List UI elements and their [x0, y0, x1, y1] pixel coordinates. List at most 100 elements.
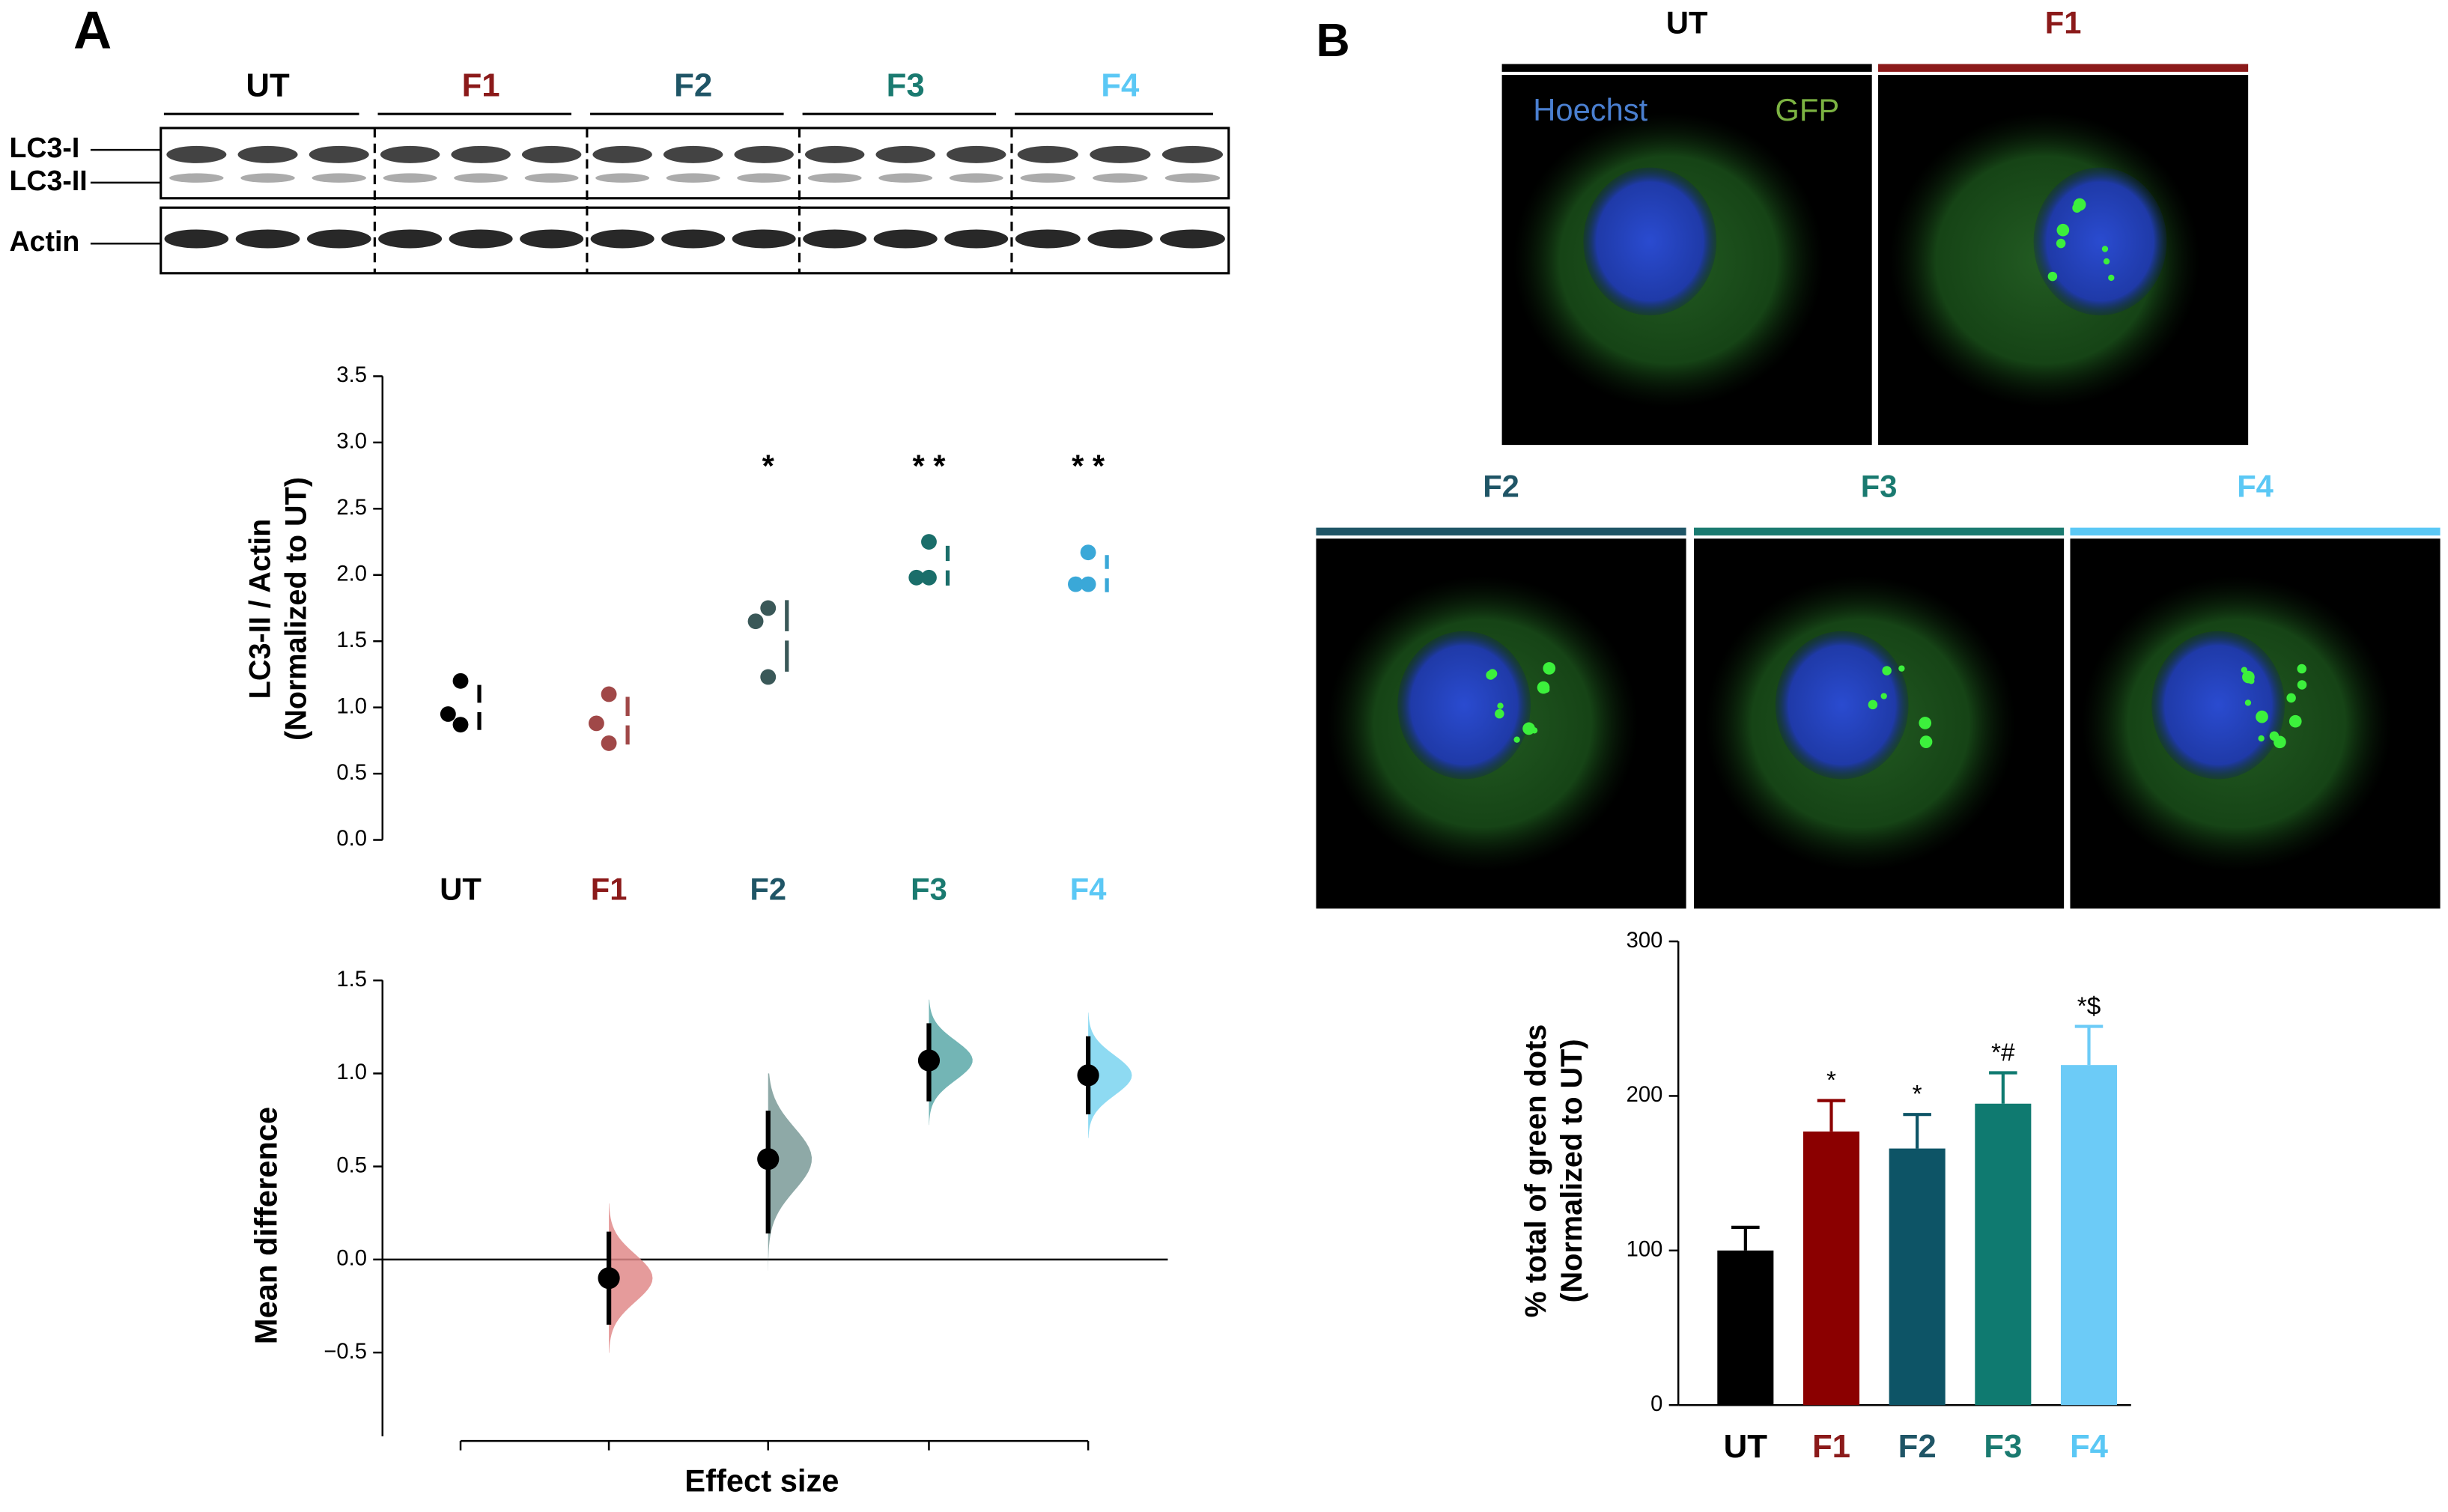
band — [947, 145, 1006, 163]
band — [944, 229, 1009, 249]
band — [383, 173, 437, 183]
color-bar — [2070, 527, 2441, 536]
group-label: F2 — [674, 67, 712, 103]
data-point — [601, 735, 617, 751]
band — [1090, 145, 1151, 163]
green-dot — [1537, 681, 1550, 694]
significance: * — [1913, 1081, 1922, 1108]
y-tick-label: 0.5 — [336, 1153, 367, 1177]
bar — [1889, 1148, 1946, 1406]
x-tick-label: F1 — [1812, 1428, 1850, 1465]
band — [807, 173, 862, 183]
band — [1159, 229, 1225, 249]
x-tick-label: F2 — [750, 871, 786, 906]
band — [1164, 173, 1221, 183]
image-label: UT — [1666, 4, 1708, 40]
data-point — [908, 569, 925, 586]
y-tick-label: 1.0 — [336, 694, 367, 718]
nucleus — [2033, 167, 2167, 316]
green-dot — [1495, 708, 1504, 719]
y-axis-label: (Normalized to UT) — [1555, 1039, 1588, 1302]
mean-difference — [598, 1267, 620, 1290]
bar — [1975, 1103, 2032, 1406]
band — [520, 229, 584, 249]
nucleus — [1583, 167, 1717, 316]
band — [1020, 173, 1075, 183]
band — [1015, 229, 1081, 249]
band — [521, 145, 582, 163]
green-dot — [1486, 670, 1495, 680]
mean-difference — [757, 1148, 780, 1171]
bootstrap-distribution — [1088, 1012, 1132, 1138]
image-label: F1 — [2045, 4, 2082, 40]
y-axis-label: Mean difference — [249, 1107, 284, 1344]
green-dot — [2056, 223, 2070, 237]
x-tick-label: F2 — [1898, 1428, 1937, 1465]
band-label: LC3-II — [10, 165, 88, 196]
green-dot — [1497, 702, 1504, 709]
band — [309, 145, 369, 163]
color-bar — [1878, 64, 2249, 72]
mean-difference — [917, 1049, 941, 1072]
x-tick-label: F3 — [911, 871, 947, 906]
image-label: F2 — [1483, 469, 1519, 504]
band — [1017, 145, 1078, 163]
data-point — [760, 669, 777, 685]
nucleus — [1775, 631, 1909, 780]
band — [873, 229, 938, 249]
blot-box — [160, 127, 1230, 200]
green-dot — [2297, 680, 2307, 690]
band-label: LC3-I — [10, 132, 80, 163]
green-dot — [1513, 736, 1520, 743]
data-point — [1080, 544, 1096, 561]
significance: * * — [1072, 448, 1105, 483]
green-dot — [2258, 735, 2265, 742]
green-dot — [2073, 198, 2086, 211]
data-point — [921, 569, 937, 586]
group-label: F3 — [887, 67, 925, 103]
data-point — [760, 600, 777, 616]
y-tick-label: 1.5 — [336, 628, 367, 652]
x-tick-label: F3 — [1984, 1428, 2022, 1465]
y-tick-label: 0.0 — [336, 1247, 367, 1271]
band — [595, 173, 650, 183]
green-dot — [2108, 274, 2115, 282]
y-tick-label: 3.5 — [336, 363, 367, 387]
green-dot — [2101, 246, 2109, 252]
band — [449, 229, 513, 249]
band — [875, 145, 935, 163]
nucleus — [1397, 631, 1531, 780]
band — [306, 229, 371, 249]
band — [451, 145, 511, 163]
green-dot — [1882, 666, 1892, 675]
y-tick-label: 3.0 — [336, 430, 367, 454]
y-tick-label: 0 — [1650, 1392, 1662, 1416]
band — [666, 173, 720, 183]
significance: *# — [1991, 1039, 2015, 1066]
band — [878, 173, 933, 183]
nucleus — [2151, 631, 2285, 780]
significance: * * — [912, 448, 946, 483]
y-tick-label: 2.5 — [336, 496, 367, 520]
green-dot — [2297, 664, 2307, 674]
y-tick-label: 1.5 — [336, 968, 367, 992]
data-point — [601, 686, 617, 702]
band — [1161, 145, 1224, 163]
panel-label: A — [73, 1, 112, 61]
band — [737, 173, 792, 183]
x-tick-label: F4 — [1070, 871, 1107, 906]
data-point — [747, 613, 764, 630]
green-dot — [1543, 662, 1556, 675]
bootstrap-distribution — [768, 1073, 813, 1271]
panel-label: B — [1316, 14, 1350, 67]
y-axis-label: % total of green dots — [1519, 1024, 1552, 1318]
data-point — [588, 715, 604, 732]
y-tick-label: 300 — [1627, 929, 1663, 953]
green-dot — [2056, 238, 2066, 249]
significance: * — [762, 448, 775, 483]
y-axis-label: LC3-II / Actin — [244, 519, 277, 699]
band — [164, 229, 229, 249]
band — [734, 145, 794, 163]
band — [312, 173, 366, 183]
